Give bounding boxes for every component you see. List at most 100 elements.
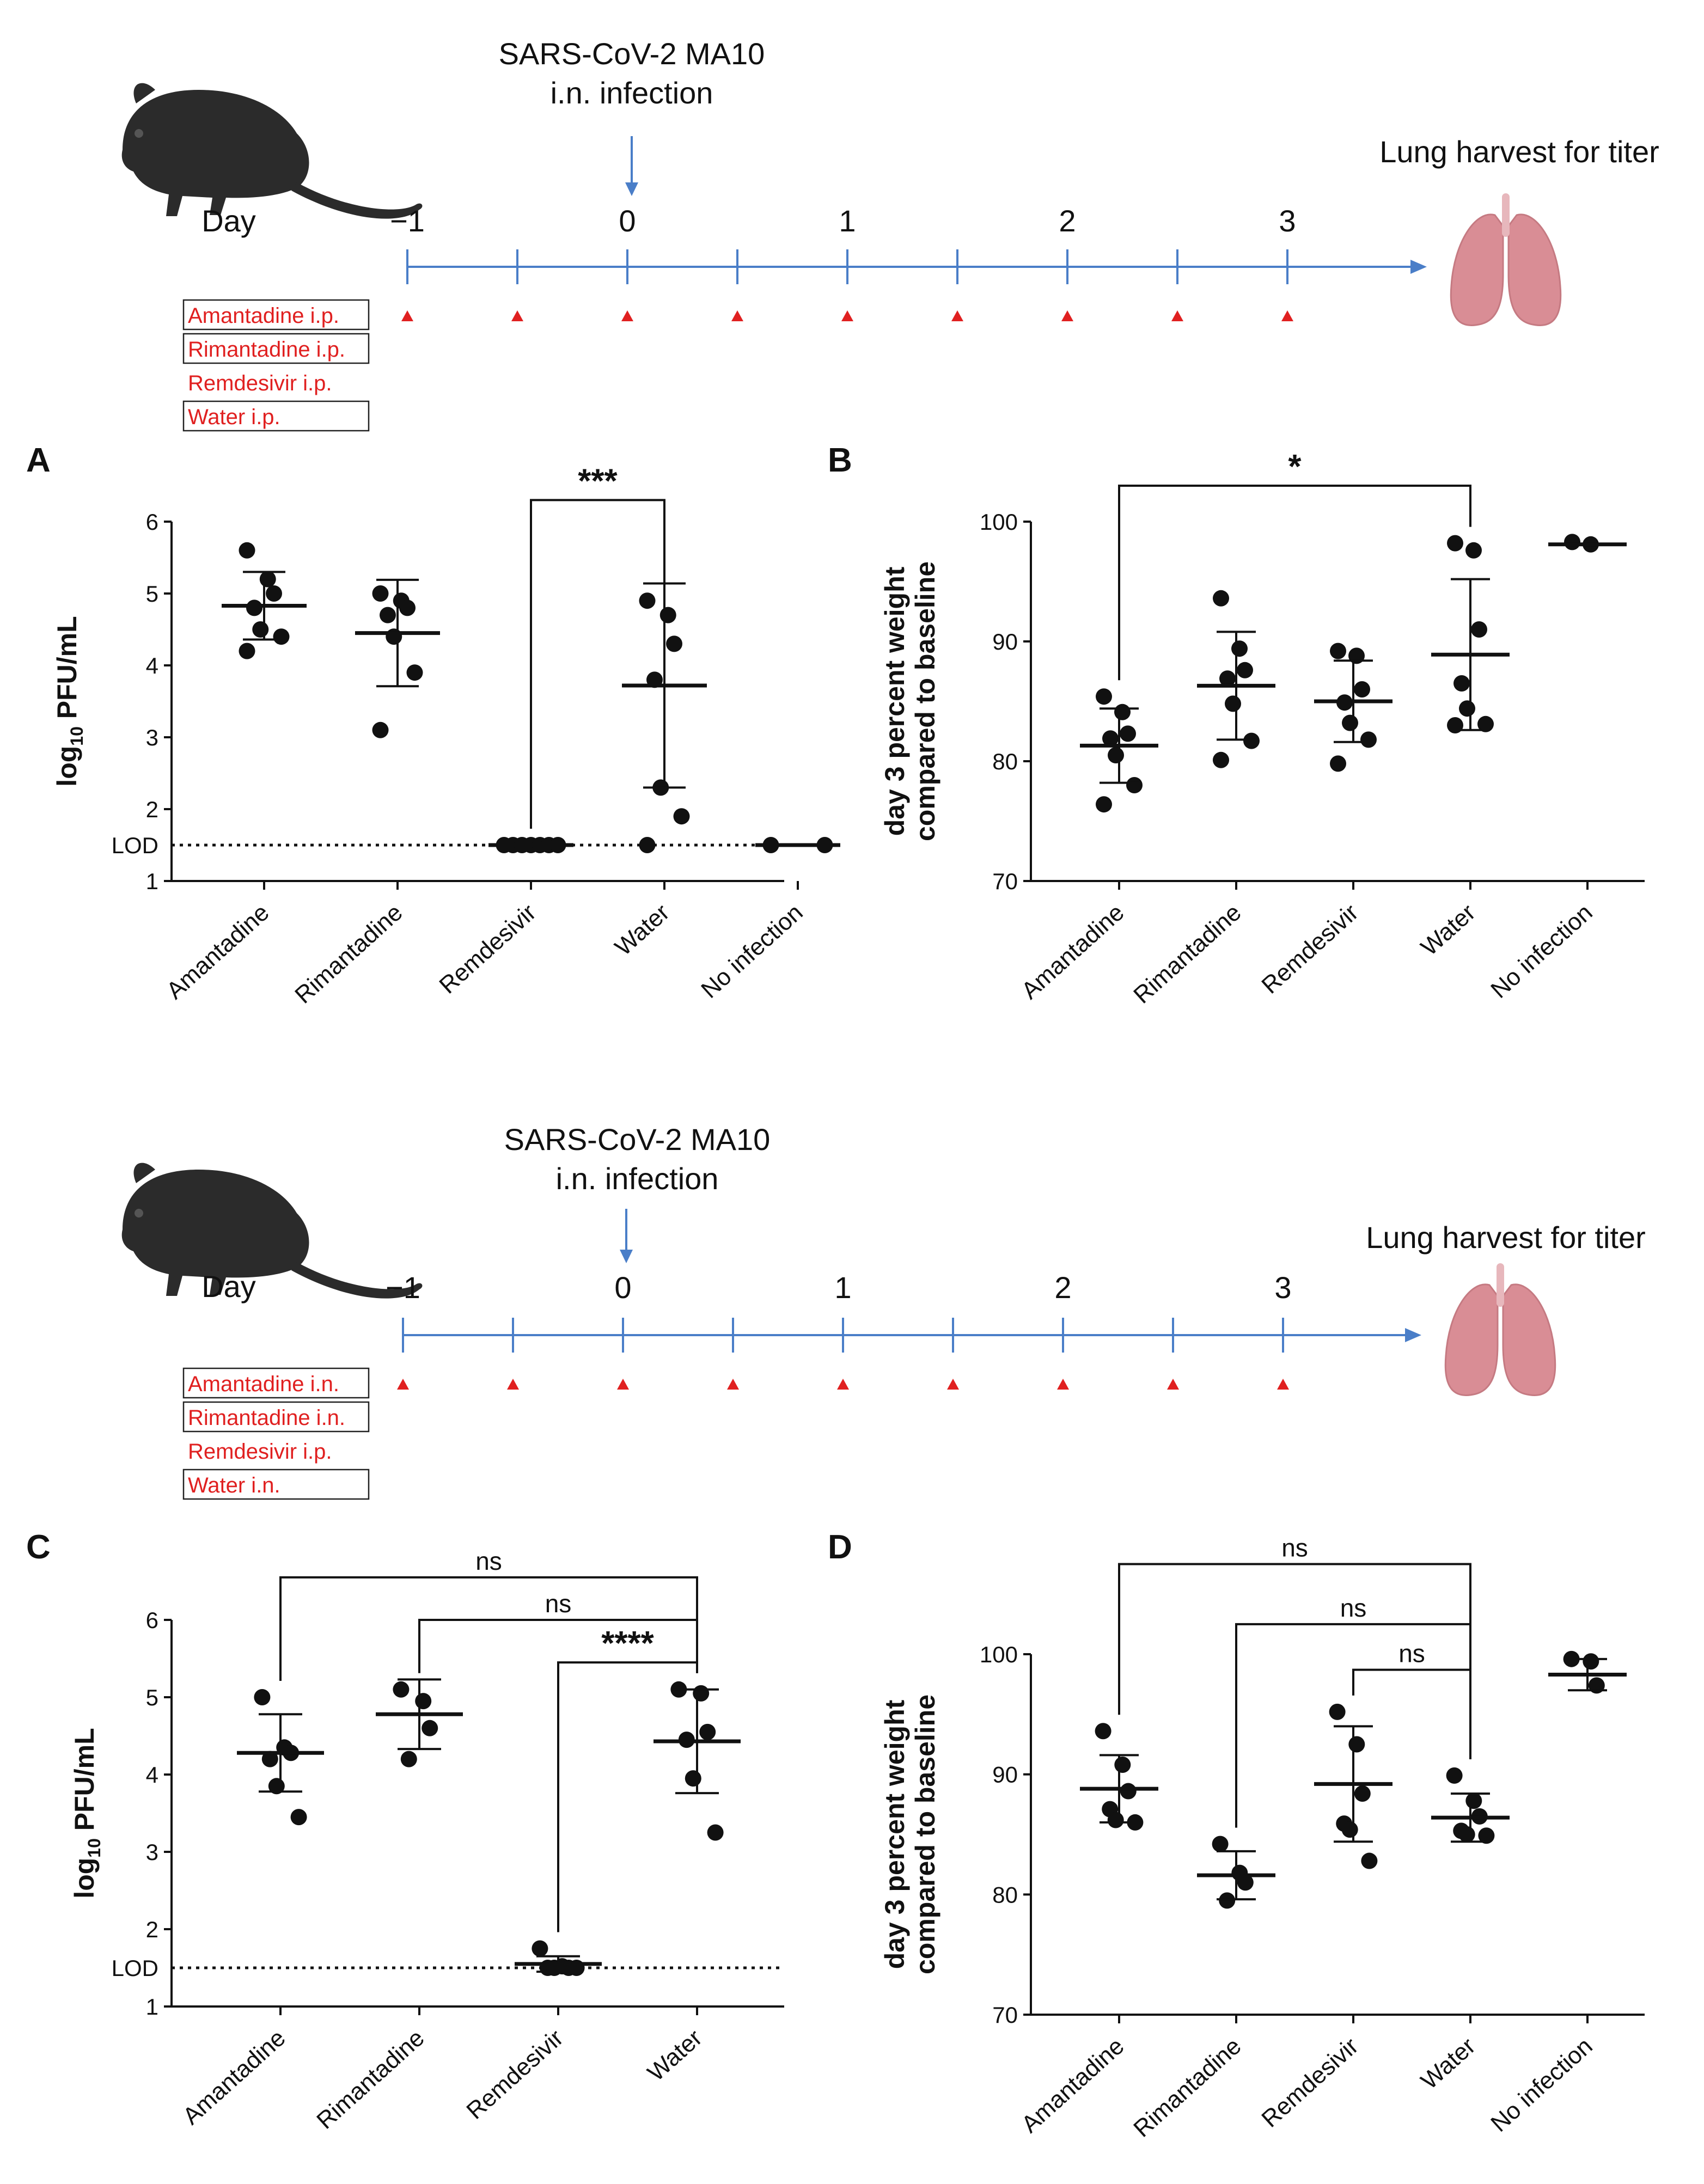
category-label: Remdesivir [434,899,541,999]
data-point [1477,715,1494,732]
significance-label: **** [601,1625,654,1662]
dose-marker [1281,310,1293,321]
data-point [1342,714,1358,731]
infection-label-line1: SARS-CoV-2 MA10 [499,36,765,71]
infection-arrow [620,1209,633,1263]
y-tick-label: 6 [146,509,158,535]
y-tick-label: 80 [992,1882,1018,1907]
timeline-arrowhead [1405,1328,1421,1342]
y-tick-label: 90 [992,1762,1018,1788]
dose-marker [1061,310,1073,321]
dose-marker [1057,1379,1069,1390]
data-point [261,1751,278,1767]
significance-bracket [530,499,665,829]
significance-bracket [1118,485,1471,681]
data-point [1330,755,1346,772]
treatment-box [182,333,370,364]
data-point [707,1824,724,1841]
y-axis-label: log10 PFU/mL [69,1728,104,1898]
treatment-label: Amantadine i.p. [188,304,339,328]
y-axis-label: log10 PFU/mL [52,616,87,786]
treatment-box [182,1367,370,1399]
data-point [266,585,282,602]
data-point [1330,643,1346,659]
treatment-box [182,1401,370,1433]
category-label: Amantadine [161,899,274,1005]
y-tick-label: 70 [992,2002,1018,2028]
category-label: No infection [1486,2033,1597,2137]
harvest-label: Lung harvest for titer [1379,134,1659,169]
data-point [1114,703,1131,720]
category-label: Rimantadine [312,2024,429,2134]
y-axis-label: day 3 percent weight [880,1699,910,1969]
data-point [1361,1852,1378,1869]
category-label: Amantadine [1016,899,1129,1005]
data-point [372,585,389,602]
day-label: Day [201,204,256,238]
day-tick-label: 2 [1054,1270,1071,1305]
data-point [1212,1836,1229,1852]
dose-marker [401,310,413,321]
scheme-1: SARS-CoV-2 MA10 i.n. infection Lung harv… [121,36,1659,432]
treatment-label: Water i.p. [188,405,280,429]
data-point [1095,1723,1111,1740]
dose-marker [947,1379,959,1390]
significance-bracket [1352,1668,1471,1759]
data-point [1231,640,1248,657]
y-tick-label: 2 [146,797,158,822]
data-point [639,592,656,609]
day-tick-label: 0 [614,1270,631,1305]
category-label: No infection [1486,899,1597,1004]
data-point [1120,725,1136,742]
category-label: Amantadine [178,2024,290,2130]
dose-marker [397,1379,409,1390]
infection-arrow [625,136,638,196]
timeline-arrowhead [1410,260,1427,274]
timeline: −1 0 1 2 3 [386,1270,1421,1390]
data-point [1465,542,1482,559]
y-axis-label: day 3 percent weight [880,566,910,836]
day-tick-label: 2 [1059,204,1076,238]
panel-label-c: C [26,1528,51,1566]
category-label: Water [1416,2033,1481,2095]
data-point [639,837,656,853]
significance-label: ns [545,1589,572,1618]
harvest-label: Lung harvest for titer [1366,1220,1646,1255]
treatment-legend: Amantadine i.p. Rimantadine i.p. Remdesivi… [182,299,370,432]
data-point [1108,747,1124,763]
day-label: Day [201,1269,256,1304]
data-point [290,1809,307,1826]
data-point [259,571,276,588]
category-label: Water [643,2024,707,2087]
data-point [1458,1826,1475,1843]
y-tick-label: 70 [992,868,1018,894]
significance-label: ns [1398,1639,1425,1668]
data-point [1114,1757,1131,1773]
data-point [1446,1767,1463,1784]
treatment-label: Remdesivir i.p. [188,1440,332,1464]
treatment-label: Rimantadine i.p. [188,338,345,362]
category-label: Rimantadine [290,899,407,1009]
dose-marker [731,310,743,321]
y-tick-label: 6 [146,1607,158,1633]
infection-label-line2: i.n. infection [551,76,713,110]
dose-marker [837,1379,849,1390]
data-point [685,1770,701,1787]
data-point [1237,1874,1254,1891]
data-point [1465,1793,1482,1809]
data-point [1219,1892,1236,1909]
lod-label: LOD [112,1955,158,1981]
treatment-label: Remdesivir i.p. [188,371,332,395]
data-point [1471,621,1487,638]
treatment-label: Amantadine i.n. [188,1372,339,1396]
y-axis-label: compared to baseline [910,1694,940,1974]
y-tick-label: 5 [146,1685,158,1710]
data-point [1243,732,1260,749]
data-point [693,1685,710,1702]
treatment-label: Rimantadine i.n. [188,1406,345,1430]
data-point [415,1693,432,1710]
data-point [1219,670,1236,687]
day-tick-label: 1 [839,204,856,238]
data-point [1341,1821,1358,1838]
